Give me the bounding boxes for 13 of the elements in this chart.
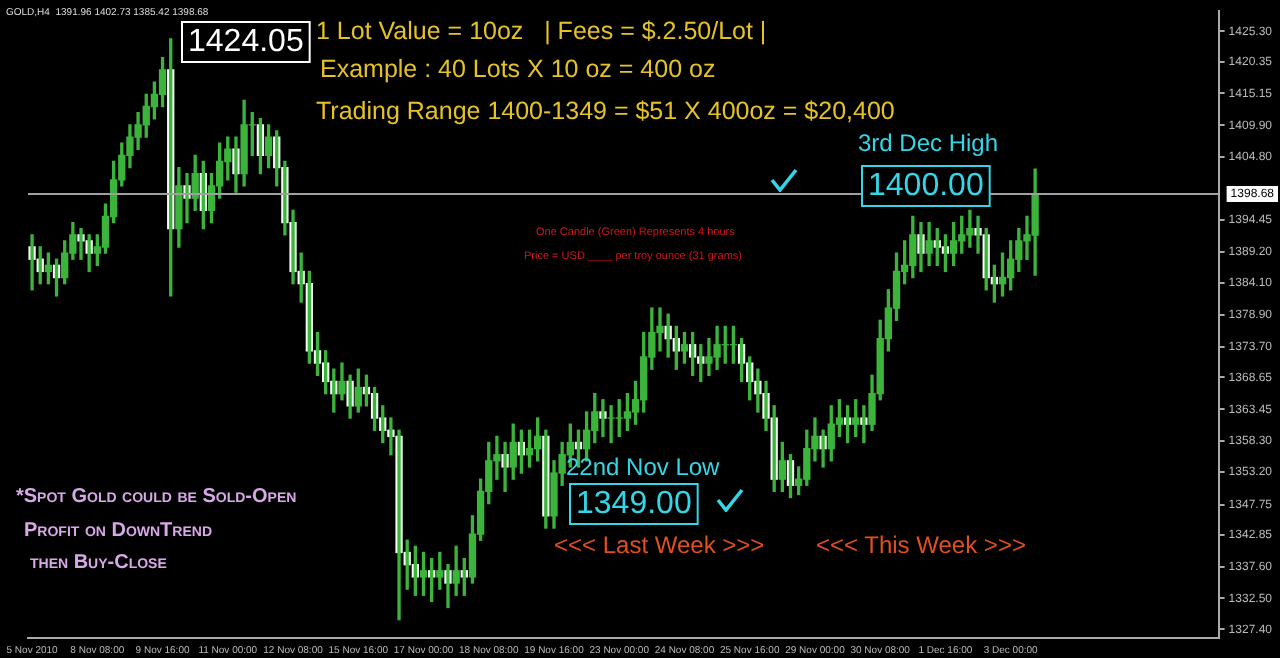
annotation: 3rd Dec High <box>858 128 999 157</box>
annotation: <<< Last Week >>> <box>554 530 765 559</box>
annotation: Profit on DownTrend <box>24 519 212 542</box>
annotation: 1400.00 <box>868 168 984 203</box>
annotation: <<< This Week >>> <box>816 530 1026 559</box>
annotation: Trading Range 1400-1349 = $51 X 400oz = $20,400 <box>316 96 895 125</box>
annotation: 1349.00 <box>576 486 692 521</box>
annotation: *Spot Gold could be Sold-Open <box>16 485 297 508</box>
annotation: Example : 40 Lots X 10 oz = 400 oz <box>320 54 716 83</box>
annotation: 1424.05 <box>188 24 304 59</box>
annotation: 1 Lot Value = 10oz | Fees = $.2.50/Lot | <box>316 16 767 45</box>
annotation: then Buy-Close <box>30 551 168 574</box>
annotation: 22nd Nov Low <box>566 452 721 481</box>
